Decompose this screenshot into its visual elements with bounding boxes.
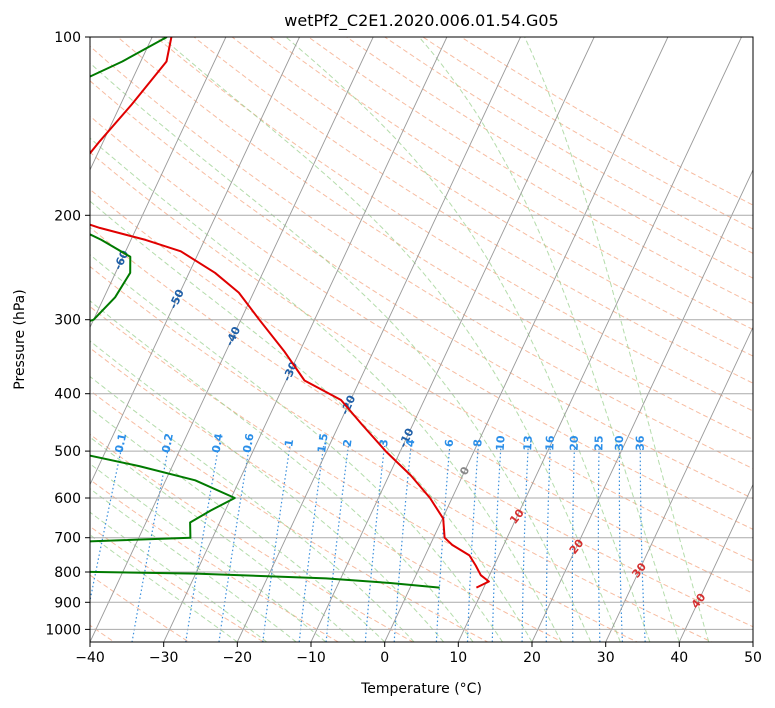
dry-adiabat-line [270,37,753,331]
mixing-ratio-label: 16 [543,435,557,451]
isotherm-line [236,37,521,642]
moist-adiabat-line [285,37,651,642]
mixing-ratio-label: 36 [634,435,647,451]
mixing-ratio-label: 2 [341,438,355,447]
isotherm-line [531,168,753,642]
plot-frame [89,36,754,643]
x-tick-label: −20 [223,650,253,666]
moist-adiabat-line [90,300,474,642]
x-tick-label: 0 [380,650,389,666]
mixing-ratio-label: 0.2 [159,432,176,454]
dry-adiabat-line [193,37,753,384]
moist-adiabat-line [90,137,562,642]
x-tick-label: 40 [670,650,688,666]
dry-adiabat-line [90,525,265,642]
mixing-ratio-label: 0.6 [241,432,257,454]
y-tick-label: 400 [54,387,81,403]
moist-adiabat-line [90,340,444,642]
dry-adiabat-line [90,151,753,562]
mixing-ratio-label: 8 [471,439,485,448]
isotherm-line [605,326,753,642]
mixing-ratio-label: 6 [443,438,457,447]
isotherm-line [384,37,669,642]
temperature-line [90,37,490,589]
moist-adiabat-line [161,37,621,642]
x-axis-ticks: −40 −30 −20 −10 0 10 20 30 40 50 [75,642,762,666]
isotherm-line [457,37,742,642]
dry-adiabat-line [90,265,713,642]
dry-adiabat-line [90,389,489,642]
y-tick-label: 700 [54,531,81,547]
y-tick-label: 200 [54,208,81,224]
isotherm-line [90,37,153,171]
y-tick-label: 800 [54,565,81,581]
mixing-ratio-label: 1 [282,438,296,448]
x-tick-label: 10 [449,650,467,666]
mixing-ratio-label: 4 [404,438,418,447]
isotherm-line [90,37,300,486]
isotherm-line [90,37,227,329]
mixing-ratio-label: 0.1 [113,432,130,454]
mixing-ratio-label: 30 [613,435,626,451]
dry-adiabat-line [155,37,753,412]
x-tick-label: 30 [597,650,615,666]
isotherm-line [163,37,448,642]
moist-adiabat-line [90,375,415,642]
y-tick-label: 100 [54,30,81,46]
dry-adiabat-line [117,37,753,441]
moist-adiabat-line [418,37,680,642]
isotherm-line [310,37,595,642]
y-axis-label: Pressure (hPa) [12,289,28,389]
x-tick-label: −30 [149,650,179,666]
x-tick-label: −40 [75,650,105,666]
x-tick-label: 20 [523,650,541,666]
mixing-ratio-line [90,445,123,604]
chart-title: wetPf2_C2E1.2020.006.01.54.G05 [284,11,558,31]
x-tick-label: −10 [296,650,326,666]
isotherm-line [678,483,753,642]
y-tick-label: 300 [54,313,81,329]
moist-adiabat-line [90,488,297,642]
isotherm-line [90,37,374,642]
mixing-ratio-label: 13 [521,435,535,451]
mixing-ratio-label: 25 [592,435,605,451]
mixing-ratio-label: 20 [568,435,581,451]
y-tick-label: 1000 [45,622,81,638]
y-tick-label: 600 [54,491,81,507]
y-tick-label: 900 [54,595,81,611]
profile-lines [90,37,490,589]
mixing-ratio-label: 3 [377,439,391,448]
mixing-ratio-label: 10 [494,435,508,451]
moist-adiabat-line [90,407,386,642]
mixing-ratio-label: 0.4 [210,432,226,454]
moist-adiabat-line [524,37,710,642]
y-tick-label: 500 [54,444,81,460]
x-axis-label: Temperature (°C) [360,681,482,697]
mixing-ratio-label: 1.5 [315,433,331,454]
y-axis-ticks: 100 200 300 400 500 600 700 800 900 1000 [45,30,90,638]
x-tick-label: 50 [744,650,762,666]
pressure-gridlines [90,37,753,630]
